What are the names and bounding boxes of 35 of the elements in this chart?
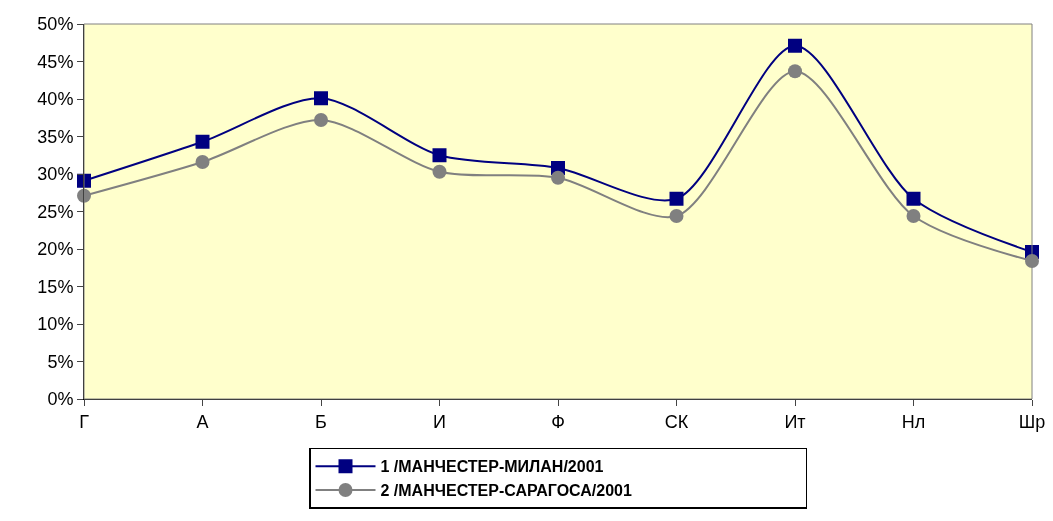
y-tick-label: 20% <box>37 239 74 260</box>
y-tick-label: 50% <box>37 14 74 35</box>
x-tick-label: Шр <box>1018 411 1046 432</box>
x-tick-label: СК <box>664 411 689 432</box>
y-tick-label: 40% <box>37 89 74 110</box>
y-tick-label: 25% <box>37 201 74 222</box>
x-tick-label: Нл <box>901 411 926 432</box>
point <box>788 64 802 79</box>
point <box>195 155 210 169</box>
point <box>314 113 328 127</box>
y-tick-label: 15% <box>37 276 74 297</box>
point <box>432 148 447 163</box>
legend-label: 1 /МАНЧЕСТЕР-МИЛАН/2001 <box>380 458 604 476</box>
point <box>788 38 802 53</box>
x-tick-label: А <box>196 411 209 432</box>
point <box>195 134 210 149</box>
y-tick-label: 5% <box>47 351 74 372</box>
point <box>432 164 447 179</box>
x-tick-label: И <box>433 411 446 432</box>
y-tick-label: 10% <box>37 314 74 335</box>
x-tick-label: Г <box>79 411 90 432</box>
point <box>551 170 565 185</box>
point <box>906 191 921 206</box>
point <box>669 191 684 206</box>
y-tick-label: 45% <box>37 51 74 72</box>
x-tick-label: Ит <box>784 411 806 432</box>
point <box>669 209 684 223</box>
point <box>906 209 921 223</box>
y-tick-label: 35% <box>37 126 74 147</box>
x-tick-label: Ф <box>551 411 565 432</box>
point <box>314 91 328 106</box>
x-tick-label: Б <box>315 411 327 432</box>
y-tick-label: 30% <box>37 164 74 185</box>
y-tick-label: 0% <box>47 389 74 410</box>
legend-label: 2 /МАНЧЕСТЕР-САРАГОСА/2001 <box>380 482 632 500</box>
